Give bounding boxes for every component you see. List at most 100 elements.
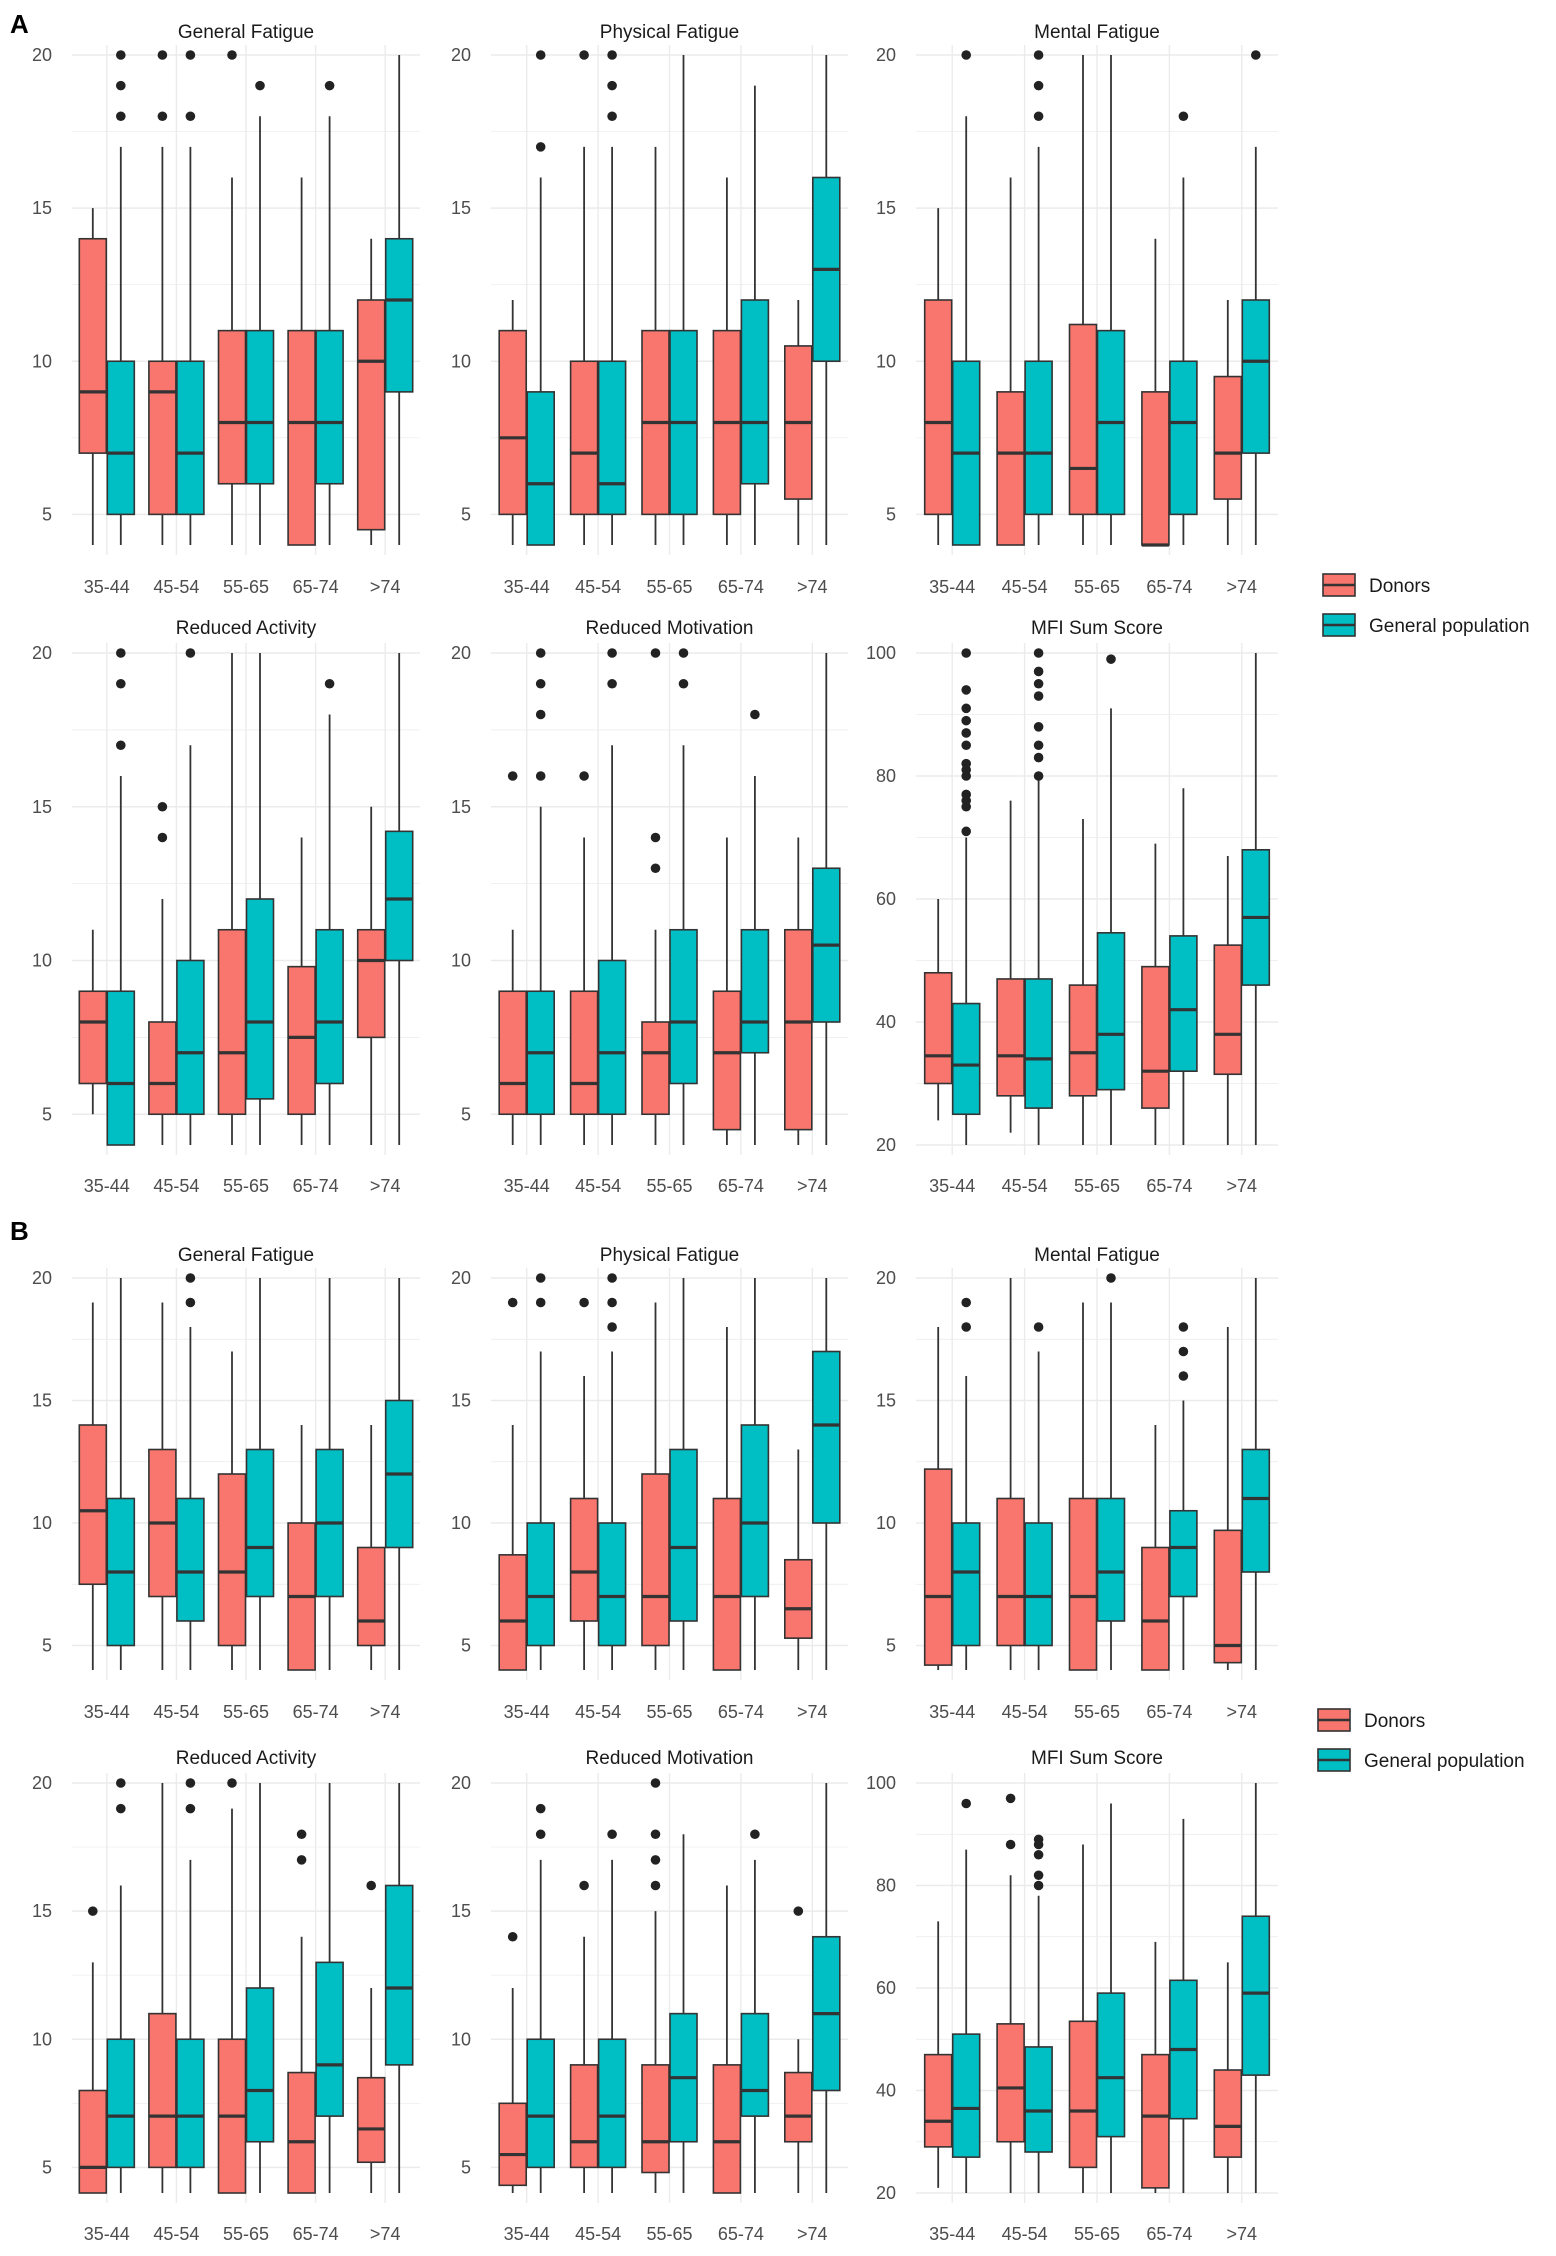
box-donors — [641, 1778, 670, 2193]
outlier-point — [185, 1803, 196, 1814]
legend-label: Donors — [1364, 1711, 1425, 1732]
outlier-point — [1178, 111, 1189, 122]
box-general-population — [384, 1278, 414, 1670]
y-tick-label: 20 — [451, 643, 471, 663]
box-general-population — [176, 50, 205, 545]
outlier-point — [227, 50, 237, 60]
box-body — [78, 1424, 108, 1586]
y-tick-label: 10 — [32, 2029, 52, 2049]
outlier-point — [185, 1778, 196, 1788]
x-tick-label: 55-65 — [1074, 1176, 1120, 1196]
outlier-point — [535, 1803, 546, 1814]
box-donors — [783, 1906, 813, 2193]
box-body — [951, 1002, 981, 1116]
y-tick-label: 10 — [451, 2029, 471, 2049]
box-donors — [1141, 843, 1170, 1145]
outlier-point — [157, 50, 168, 60]
box-body — [783, 1558, 813, 1639]
y-tick-label: 20 — [32, 45, 52, 65]
subplot-b-mental-fatigue: Mental Fatigue 5 10 15 20 35-44 45-54 55-65 65-7… — [876, 1245, 1278, 1722]
box-general-population — [1024, 50, 1053, 545]
x-tick-label: >74 — [370, 1702, 401, 1722]
box-body — [1141, 965, 1170, 1109]
y-tick-label: 15 — [32, 797, 52, 817]
box-body — [1213, 944, 1243, 1076]
y-tick-label: 60 — [876, 1978, 896, 1998]
x-tick-label: 35-44 — [504, 577, 550, 597]
legend-key — [1317, 1748, 1351, 1772]
box-general-population — [811, 653, 841, 1145]
x-tick-label: 65-74 — [1146, 2224, 1192, 2244]
outlier-point — [650, 648, 661, 658]
box-donors — [1213, 855, 1243, 1145]
box-body — [1169, 1509, 1198, 1598]
box-body — [1213, 2069, 1243, 2158]
outlier-point — [1033, 771, 1044, 781]
outlier-point — [961, 685, 971, 695]
outlier-point — [607, 1273, 617, 1283]
subplot-title: Mental Fatigue — [1034, 22, 1160, 43]
box-donors — [78, 1906, 108, 2194]
legend-key — [1322, 573, 1356, 597]
x-tick-label: 45-54 — [1002, 1702, 1048, 1722]
box-body — [1213, 375, 1243, 500]
box-donors — [78, 929, 108, 1115]
x-tick-label: >74 — [370, 577, 401, 597]
outlier-point — [961, 50, 971, 60]
x-tick-label: 35-44 — [929, 1702, 975, 1722]
box-body — [526, 391, 556, 546]
box-body — [315, 1961, 344, 2117]
outlier-point — [961, 1798, 971, 1809]
box-general-population — [811, 55, 841, 545]
y-tick-label: 15 — [451, 198, 471, 218]
y-tick-label: 5 — [42, 1104, 52, 1124]
x-tick-label: 35-44 — [84, 1702, 130, 1722]
box-general-population — [315, 80, 344, 545]
box-body — [78, 990, 108, 1085]
box-general-population — [740, 85, 770, 545]
box-body — [597, 360, 627, 516]
box-general-population — [1241, 653, 1271, 1145]
box-general-population — [315, 1278, 344, 1670]
box-donors — [923, 208, 953, 545]
y-tick-label: 5 — [886, 504, 896, 524]
box-general-population — [526, 1803, 556, 2193]
box-body — [217, 1473, 247, 1647]
subplot-b-mfi-sum-score: MFI Sum Score 20 40 60 80 100 35-44 45-54 55-65 6… — [866, 1748, 1278, 2244]
box-general-population — [597, 1829, 627, 2193]
box-body — [498, 990, 528, 1116]
box-donors — [569, 771, 599, 1145]
box-body — [498, 2102, 528, 2187]
outlier-point — [157, 832, 168, 843]
outlier-point — [507, 1297, 518, 1308]
x-tick-label: >74 — [797, 1176, 828, 1196]
x-tick-label: 35-44 — [84, 577, 130, 597]
box-general-population — [245, 653, 275, 1145]
y-tick-label: 5 — [42, 1636, 52, 1656]
outlier-point — [1033, 666, 1044, 677]
outlier-point — [607, 111, 617, 122]
box-general-population — [106, 648, 136, 1146]
box-donors — [498, 300, 528, 545]
box-general-population — [740, 1278, 770, 1670]
box-body — [923, 1468, 953, 1666]
subplot-title: Reduced Motivation — [586, 618, 754, 639]
x-tick-label: 65-74 — [718, 577, 764, 597]
box-body — [712, 1497, 742, 1671]
x-tick-label: >74 — [370, 2224, 401, 2244]
y-tick-label: 20 — [32, 1773, 52, 1793]
x-tick-label: 65-74 — [293, 2224, 339, 2244]
y-tick-label: 10 — [876, 351, 896, 371]
subplot-title: General Fatigue — [178, 1245, 314, 1266]
outlier-point — [1033, 678, 1044, 689]
x-tick-label: 35-44 — [84, 1176, 130, 1196]
box-general-population — [1169, 1322, 1198, 1670]
box-body — [315, 928, 344, 1085]
outlier-point — [1005, 1839, 1016, 1850]
subplot-title: Physical Fatigue — [600, 22, 739, 43]
outlier-point — [750, 709, 760, 720]
box-body — [569, 990, 599, 1116]
outlier-point — [961, 826, 971, 837]
panel-tag-a: A — [10, 9, 29, 39]
y-tick-label: 5 — [461, 1636, 471, 1656]
